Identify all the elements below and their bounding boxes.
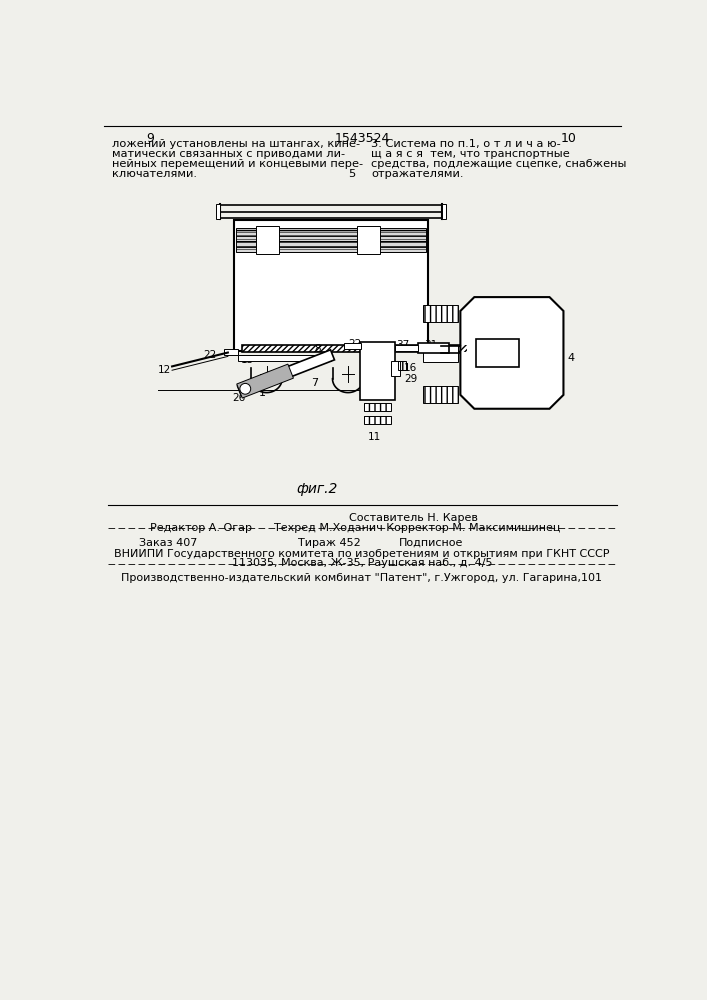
Bar <box>423 386 458 403</box>
Text: Техред М.Ходанич Корректор М. Максимишинец: Техред М.Ходанич Корректор М. Максимишин… <box>274 523 561 533</box>
Bar <box>398 361 406 370</box>
Bar <box>360 342 395 400</box>
Bar <box>242 345 467 352</box>
Text: Производственно-издательский комбинат "Патент", г.Ужгород, ул. Гагарина,101: Производственно-издательский комбинат "П… <box>122 573 602 583</box>
Text: 37: 37 <box>396 340 409 350</box>
Text: Редактор А. Огар: Редактор А. Огар <box>151 523 252 533</box>
Bar <box>236 228 426 252</box>
Bar <box>391 361 400 376</box>
Bar <box>442 204 445 219</box>
Text: 3. Система по п.1, о т л и ч а ю-: 3. Система по п.1, о т л и ч а ю- <box>371 139 561 149</box>
Text: 113035, Москва, Ж-35, Раушская наб., д. 4/5: 113035, Москва, Ж-35, Раушская наб., д. … <box>232 558 492 568</box>
Bar <box>395 345 418 351</box>
Text: 15: 15 <box>241 355 255 365</box>
Bar <box>242 345 467 352</box>
Text: 22: 22 <box>203 350 216 360</box>
Bar <box>224 349 238 355</box>
Text: 34: 34 <box>281 366 294 376</box>
Polygon shape <box>460 297 563 409</box>
Text: 11: 11 <box>368 432 380 442</box>
Text: отражателями.: отражателями. <box>371 169 464 179</box>
Text: нейных перемещений и концевыми пере-: нейных перемещений и концевыми пере- <box>112 159 363 169</box>
Bar <box>238 355 331 361</box>
Bar <box>476 339 518 367</box>
Text: 22: 22 <box>348 339 361 349</box>
Polygon shape <box>237 364 293 398</box>
Text: фиг.2: фиг.2 <box>296 482 338 496</box>
Polygon shape <box>238 350 334 396</box>
Text: 10: 10 <box>561 132 577 145</box>
Text: 8: 8 <box>315 344 321 354</box>
Bar <box>363 403 391 411</box>
Text: 9: 9 <box>146 132 154 145</box>
Bar <box>423 345 458 362</box>
Bar <box>423 305 458 322</box>
Text: матически связанных с приводами ли-: матически связанных с приводами ли- <box>112 149 345 159</box>
Text: 16: 16 <box>404 363 417 373</box>
Text: 1: 1 <box>259 388 266 398</box>
Text: 5: 5 <box>349 169 356 179</box>
Bar <box>234 220 428 351</box>
Text: 1543524: 1543524 <box>334 132 390 145</box>
Text: Составитель Н. Карев: Составитель Н. Карев <box>349 513 479 523</box>
Bar <box>423 386 458 403</box>
Text: Подписное: Подписное <box>398 538 463 548</box>
Text: щ а я с я  тем, что транспортные: щ а я с я тем, что транспортные <box>371 149 570 159</box>
Text: 31: 31 <box>424 340 437 350</box>
Bar <box>363 416 391 424</box>
Bar <box>344 343 361 349</box>
Text: средства, подлежащие сцепке, снабжены: средства, подлежащие сцепке, снабжены <box>371 159 626 169</box>
Text: 29: 29 <box>404 374 417 384</box>
Bar <box>356 226 380 254</box>
Text: ВНИИПИ Государственного комитета по изобретениям и открытиям при ГКНТ СССР: ВНИИПИ Государственного комитета по изоб… <box>115 549 609 559</box>
Bar <box>256 226 279 254</box>
Text: 7: 7 <box>311 378 318 388</box>
Bar <box>423 305 458 322</box>
Text: ложений установлены на штангах, кине-: ложений установлены на штангах, кине- <box>112 139 360 149</box>
Bar <box>418 343 449 353</box>
Text: Тираж 452: Тираж 452 <box>298 538 361 548</box>
Bar <box>363 403 391 411</box>
Bar <box>216 204 220 219</box>
Text: 12: 12 <box>158 365 171 375</box>
Circle shape <box>240 383 251 394</box>
Text: Заказ 407: Заказ 407 <box>139 538 197 548</box>
Text: 10: 10 <box>363 392 377 402</box>
Text: ключателями.: ключателями. <box>112 169 197 179</box>
Bar <box>363 416 391 424</box>
Text: 4: 4 <box>567 353 575 363</box>
Text: 26: 26 <box>232 393 245 403</box>
